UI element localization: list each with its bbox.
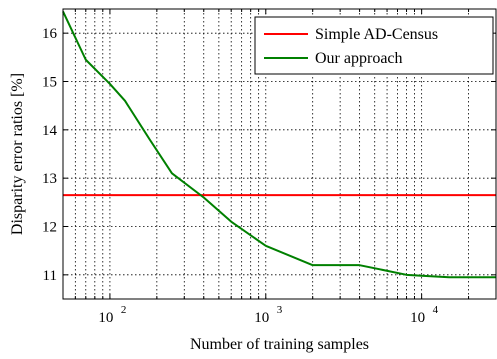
x-tick-label: 10 xyxy=(254,310,269,326)
plot-frame xyxy=(62,8,497,300)
y-tick-label: 12 xyxy=(42,220,57,236)
legend: Simple AD-Census Our approach xyxy=(254,16,494,75)
x-tick-label: 10 xyxy=(98,310,113,326)
y-tick-label: 14 xyxy=(42,123,58,139)
y-tick-label: 11 xyxy=(43,268,57,284)
legend-label: Simple AD-Census xyxy=(315,26,438,43)
ticks: 10 2 10 3 10 4 11 12 13 14 15 16 xyxy=(42,9,496,326)
x-tick-exponent: 2 xyxy=(121,304,127,316)
x-tick-label: 10 xyxy=(410,310,425,326)
x-tick-exponent: 3 xyxy=(277,304,283,316)
y-tick-label: 16 xyxy=(42,26,58,42)
series-layer xyxy=(62,10,496,279)
y-axis-title: Disparity error ratios [%] xyxy=(9,73,26,235)
legend-box xyxy=(254,16,494,75)
x-axis-title: Number of training samples xyxy=(190,336,369,353)
legend-label: Our approach xyxy=(315,50,403,67)
y-tick-label: 15 xyxy=(42,75,57,91)
series-line-1 xyxy=(62,10,496,279)
x-tick-exponent: 4 xyxy=(433,304,439,316)
y-tick-label: 13 xyxy=(42,171,57,187)
